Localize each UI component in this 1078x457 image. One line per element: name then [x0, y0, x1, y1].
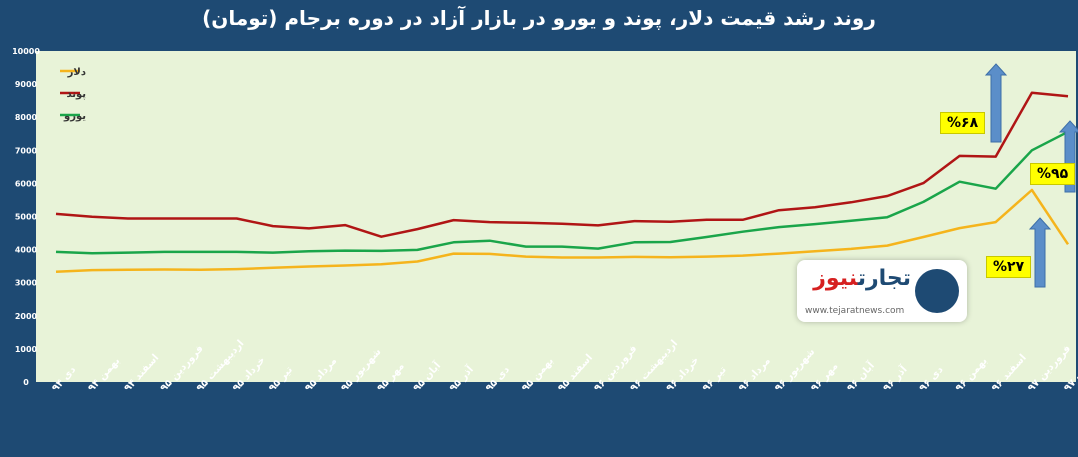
y-tick-label: 6000 [15, 179, 38, 188]
chart-title: روند رشد قیمت دلار، پوند و یورو در بازار… [202, 6, 876, 30]
y-tick-label: 8000 [15, 113, 38, 122]
plot-area [36, 51, 1076, 382]
legend-label: پوند [66, 89, 86, 100]
annotation-euro-change: %۹۵ [1030, 163, 1076, 185]
y-axis: 0 1000 2000 3000 4000 5000 6000 7000 8000 9000 100… [12, 47, 40, 387]
legend-label: یورو [63, 111, 86, 122]
annotation-pound-change: %۶۸ [940, 112, 986, 134]
annotation-dollar-change: %۲۷ [986, 256, 1032, 278]
up-arrow-icon [984, 63, 1008, 143]
y-tick-label: 7000 [15, 146, 38, 155]
series-line-1 [55, 91, 1069, 238]
y-tick-label: 10000 [12, 47, 40, 56]
y-tick-label: 1000 [15, 345, 38, 354]
y-tick-label: 5000 [15, 213, 38, 222]
y-tick-label: 0 [23, 378, 29, 387]
legend: دلار پوند یورو [60, 67, 86, 122]
annotation-arrows [984, 63, 1078, 288]
y-tick-label: 2000 [15, 312, 38, 321]
logo-url: www.tejaratnews.com [805, 306, 905, 316]
y-tick-label: 4000 [15, 246, 38, 255]
legend-label: دلار [67, 67, 86, 78]
publisher-logo: تجارتنیوز www.tejaratnews.com [797, 260, 967, 322]
logo-wordmark: تجارتنیوز [813, 266, 911, 291]
series-line-0 [55, 188, 1070, 274]
up-arrow-icon [1028, 217, 1052, 288]
series-line-2 [55, 130, 1069, 255]
logo-emblem-icon [915, 269, 959, 313]
series-lines [55, 91, 1070, 274]
y-tick-label: 9000 [15, 80, 38, 89]
y-tick-label: 3000 [15, 279, 38, 288]
